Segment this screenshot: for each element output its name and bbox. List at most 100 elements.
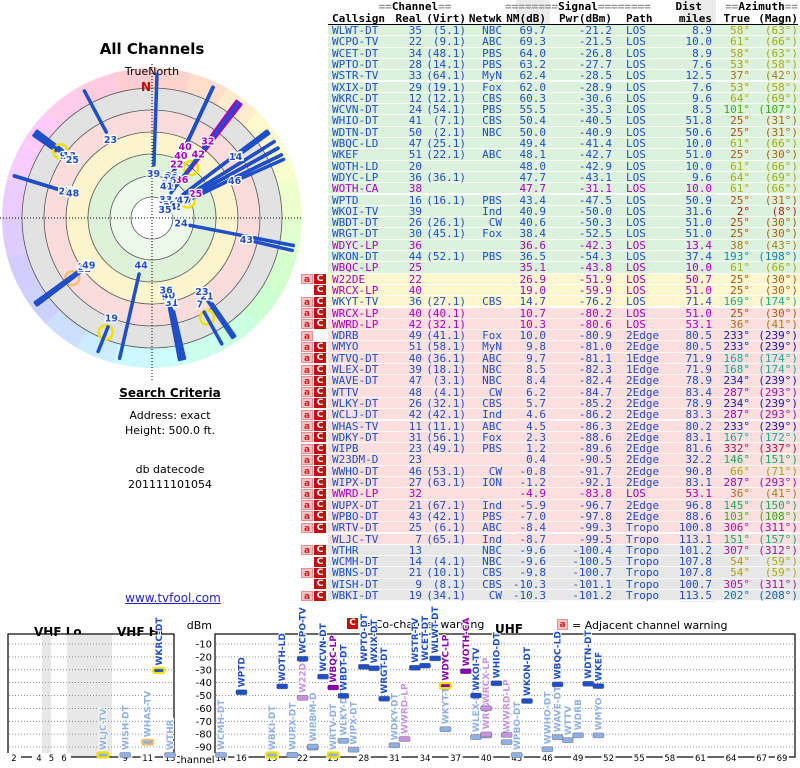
cell-real: 47 — [408, 374, 422, 388]
cell-callsign: WOTH-CA — [332, 182, 379, 196]
cell-path: 2Edge — [626, 374, 660, 388]
channel-label: 26 — [164, 173, 178, 184]
co-channel-badge: C — [314, 274, 326, 285]
cell-netwk: ION — [482, 476, 502, 489]
station-label: WCLJ-DT — [503, 693, 513, 737]
cell-az-true: 233° — [723, 340, 751, 354]
station-label: WDKY-DT — [390, 692, 400, 740]
station-marker — [408, 664, 421, 671]
adjacent-channel-badge: a — [301, 545, 313, 556]
cell-virt: (9.1) — [432, 35, 466, 49]
cell-az-true: 36° — [730, 487, 750, 501]
col-callsign: Callsign — [332, 12, 385, 25]
station-label: WRTV-DT — [329, 703, 339, 750]
row-background — [328, 477, 800, 489]
signal-spoke — [180, 153, 284, 205]
row-background — [328, 364, 800, 376]
dbm-tick-label: -30 — [196, 665, 212, 676]
channel-label: 42 — [192, 149, 205, 160]
cell-nm: 36.6 — [519, 238, 547, 252]
cell-netwk: Fox — [482, 430, 502, 444]
cell-netwk: MyN — [482, 69, 502, 83]
cell-pwr: -92.1 — [578, 476, 612, 489]
db-datecode-value: 201111101054 — [128, 478, 212, 491]
zone-ring — [130, 196, 174, 240]
cell-nm: 14.7 — [519, 295, 547, 309]
channel-tick-label: 61 — [695, 754, 706, 764]
channel-label: 50 — [160, 181, 174, 192]
station-marker — [551, 734, 564, 741]
signal-spoke — [35, 269, 84, 307]
channel-label: 34 — [163, 202, 177, 213]
cell-miles: 90.8 — [685, 464, 713, 478]
cell-miles: 8.5 — [692, 103, 712, 117]
cell-miles: 78.9 — [685, 396, 713, 410]
tick-chip — [448, 753, 463, 763]
co-channel-badge: C — [314, 454, 326, 465]
cell-az-true: 25° — [730, 306, 750, 320]
channel-label: 40 — [178, 142, 192, 153]
cell-pwr: -80.2 — [578, 306, 612, 320]
row-background — [328, 465, 800, 477]
adjacent-channel-badge: a — [301, 319, 313, 330]
row-background — [328, 522, 800, 534]
channel-label: 29 — [164, 199, 177, 210]
cell-virt: (67.1) — [426, 498, 466, 512]
station-marker — [429, 655, 442, 662]
col-path: Path — [626, 12, 653, 25]
cell-az-true: 145° — [723, 498, 751, 512]
cell-nm: 36.5 — [519, 250, 547, 263]
co-channel-badge: C — [314, 409, 326, 420]
cell-az-magn: (293°) — [758, 385, 798, 399]
channel-label: 42 — [64, 188, 77, 199]
cell-real: 25 — [408, 521, 422, 535]
station-label: WDYC-LP — [441, 634, 451, 680]
cell-path: Tropo — [626, 555, 660, 569]
channel-label: 40 — [174, 151, 188, 162]
cell-real: 21 — [408, 498, 422, 512]
station-label: W23DM-D — [309, 693, 319, 743]
adjacent-channel-badge: a — [301, 477, 313, 489]
signal-spoke — [202, 310, 224, 346]
channel-tick-label: 69 — [777, 754, 788, 764]
cell-nm: 47.7 — [519, 170, 547, 184]
station-label: WWRD-LP — [401, 683, 411, 734]
tick-chip — [163, 753, 177, 763]
cell-nm: 10.7 — [519, 306, 547, 320]
cell-az-true: 25° — [730, 148, 750, 162]
station-label: WHIO-DT — [492, 631, 502, 678]
cell-nm: 40.9 — [519, 204, 547, 218]
cell-callsign: WMYO — [332, 340, 359, 354]
cell-path: 2Edge — [626, 340, 660, 354]
channel-label: 51 — [82, 261, 95, 272]
channel-tick-label: 34 — [420, 754, 431, 764]
cell-miles: 71.4 — [685, 295, 713, 309]
table-row: WBQC-LD 47 (25.1) 49.4 -41.4 LOS 10.0 61° (66°) — [298, 138, 800, 149]
cell-path: LOS — [626, 170, 646, 184]
cell-pwr: -100.5 — [572, 555, 612, 569]
tick-chip — [295, 753, 310, 763]
table-row: a C WRTV-DT 25 (6.1) ABC -8.4 -99.3 Tropo 100.8 30… — [298, 521, 800, 535]
station-label: WDTN-DT — [584, 630, 594, 679]
cell-pwr: -86.3 — [578, 419, 612, 433]
cell-real: 39 — [408, 204, 422, 218]
tick-chip — [356, 753, 371, 763]
channel-tick-label: 55 — [634, 754, 645, 764]
table-row: C WISH-DT 9 (8.1) CBS -10.3 -101.1 Tropo 100.7 30… — [298, 578, 800, 590]
cell-az-true: 54° — [730, 566, 750, 580]
cell-miles: 71.9 — [685, 351, 713, 365]
table-row: a C WUPX-DT 21 (67.1) Ind -5.9 -96.7 2Edge 96.8 14… — [298, 498, 800, 512]
co-channel-badge: C — [314, 319, 326, 330]
station-marker — [419, 662, 431, 669]
cell-real: 42 — [408, 317, 422, 331]
tvfool-link[interactable]: www.tvfool.com — [125, 591, 221, 605]
cell-real: 40 — [408, 306, 422, 320]
cell-callsign: WDYC-LP — [332, 170, 379, 184]
cell-az-true: 193° — [723, 250, 751, 263]
row-background — [328, 499, 800, 511]
cell-callsign: WTTV — [332, 385, 359, 399]
channel-tick-label: 25 — [328, 754, 339, 764]
cell-virt: (26.1) — [426, 216, 466, 230]
channel-label: 19 — [105, 314, 118, 325]
channel-label: 47 — [80, 261, 93, 272]
